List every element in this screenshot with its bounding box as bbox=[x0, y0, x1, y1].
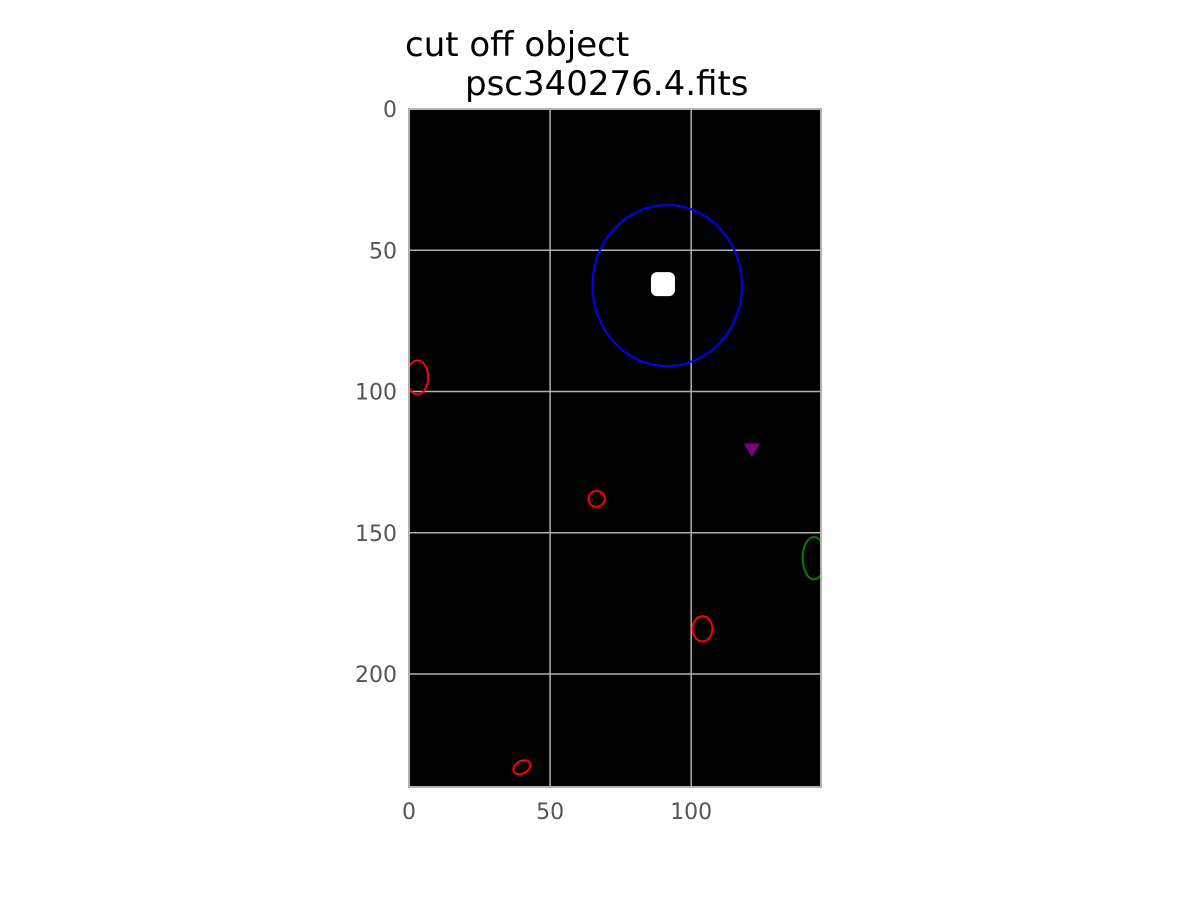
x-tick-label: 50 bbox=[536, 800, 564, 825]
overlay-layer bbox=[409, 204, 821, 776]
target-ellipse bbox=[591, 204, 743, 368]
source-ellipse bbox=[409, 359, 430, 396]
source-ellipse bbox=[512, 759, 532, 776]
title-line-2: psc340276.4.fits bbox=[465, 64, 749, 104]
edge-ellipse bbox=[801, 535, 821, 581]
axes-frame bbox=[408, 108, 822, 788]
x-tick-label: 0 bbox=[402, 800, 416, 825]
source-ellipse bbox=[587, 489, 606, 508]
image-background bbox=[409, 109, 821, 787]
y-tick-label: 0 bbox=[383, 98, 397, 123]
title-line-1: cut off object bbox=[405, 25, 629, 65]
source-ellipse bbox=[691, 615, 714, 643]
y-tick-label: 100 bbox=[355, 381, 397, 406]
y-tick-label: 50 bbox=[369, 239, 397, 264]
x-tick-label: 100 bbox=[670, 800, 712, 825]
y-tick-label: 150 bbox=[355, 522, 397, 547]
bright-object bbox=[650, 272, 675, 297]
triangle-marker bbox=[743, 443, 760, 458]
y-tick-label: 200 bbox=[355, 663, 397, 688]
image-axes: 0 50 100 0 50 100 150 200 bbox=[355, 98, 822, 825]
